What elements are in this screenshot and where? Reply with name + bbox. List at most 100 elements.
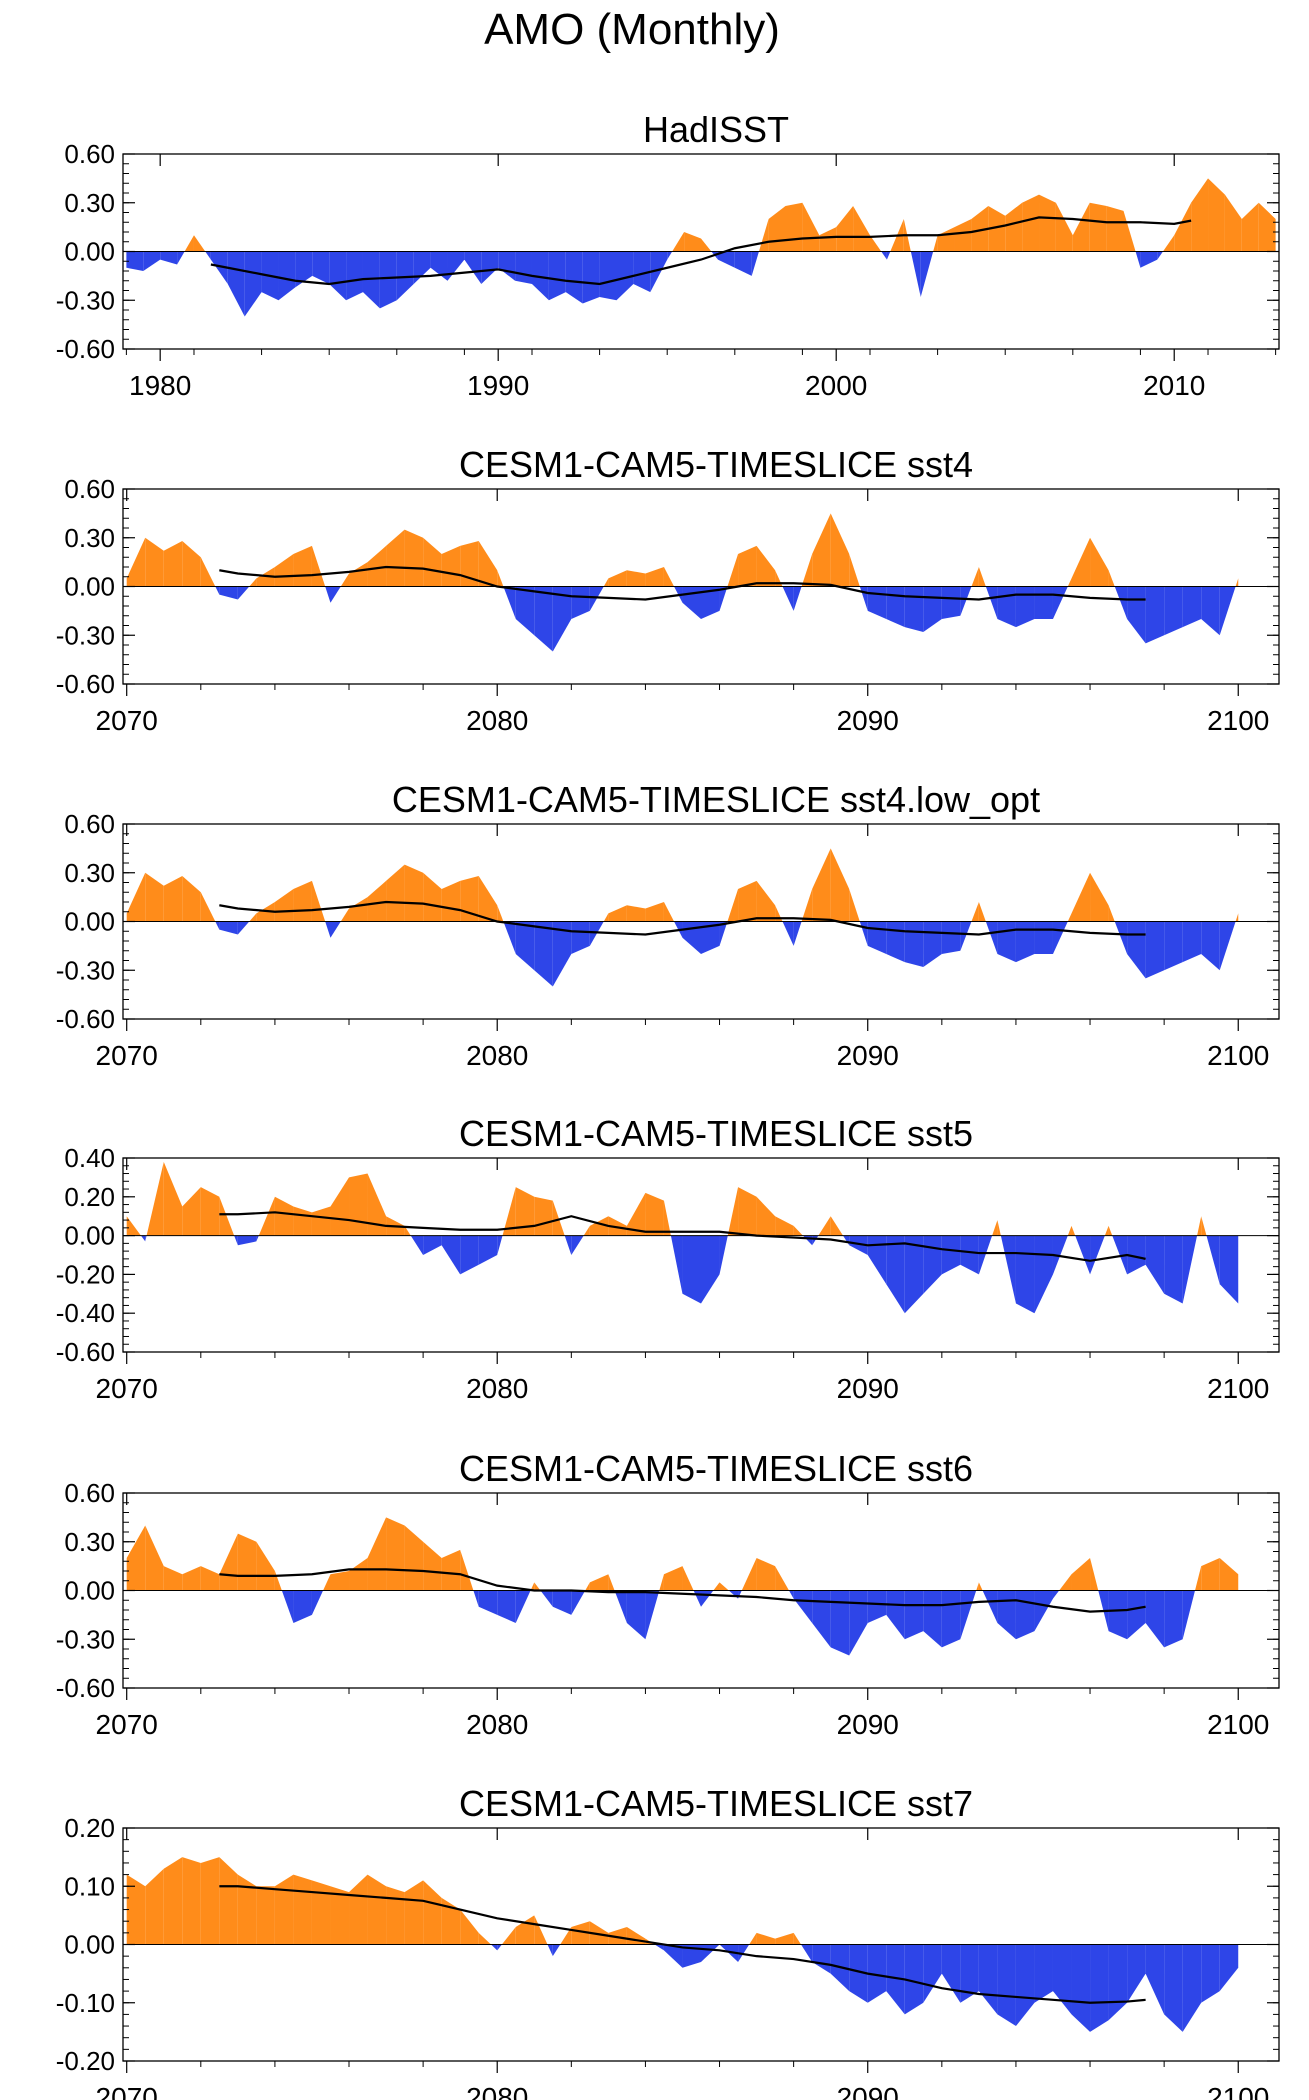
negative-area <box>849 1944 868 2003</box>
negative-area <box>126 251 144 271</box>
positive-area <box>386 1517 405 1591</box>
negative-area <box>782 921 794 946</box>
negative-area <box>497 1235 503 1255</box>
negative-area <box>1219 921 1236 971</box>
negative-area <box>1075 1235 1091 1275</box>
x-tick-label: 2000 <box>805 370 867 401</box>
positive-area <box>163 1161 183 1236</box>
positive-area <box>603 913 609 922</box>
x-tick-label: 2100 <box>1207 1040 1269 1071</box>
panel-title: CESM1-CAM5-TIMESLICE sst6 <box>459 1448 973 1489</box>
positive-area <box>1197 1216 1202 1236</box>
y-tick-label: 0.00 <box>64 237 115 267</box>
negative-area <box>782 586 794 611</box>
chart-panel: CESM1-CAM5-TIMESLICE sst7 0.20 0.10 0.00 -0.… <box>56 1783 1280 2100</box>
positive-area <box>727 554 739 587</box>
negative-area <box>515 586 535 636</box>
negative-area <box>682 586 701 619</box>
positive-area <box>1208 178 1225 252</box>
negative-area <box>552 1944 561 1957</box>
negative-area <box>534 586 553 652</box>
positive-area <box>423 537 442 587</box>
negative-area <box>234 1235 238 1246</box>
positive-area <box>560 1927 572 1945</box>
negative-area <box>219 586 238 600</box>
positive-area <box>978 902 986 922</box>
positive-area <box>274 1196 294 1236</box>
running-mean-line <box>210 216 1192 286</box>
negative-area <box>1135 251 1141 268</box>
positive-area <box>340 908 350 922</box>
negative-area <box>1127 921 1146 979</box>
negative-area <box>410 1235 424 1255</box>
negative-area <box>904 1590 924 1640</box>
negative-area <box>1145 1590 1165 1648</box>
negative-area <box>497 1590 516 1623</box>
negative-area <box>227 251 245 317</box>
y-tick-label: -0.10 <box>56 1988 115 2018</box>
positive-area <box>330 1177 350 1236</box>
positive-area <box>1090 872 1109 922</box>
positive-area <box>460 876 479 922</box>
negative-area <box>571 921 590 954</box>
positive-area <box>1106 206 1124 252</box>
negative-area <box>751 251 759 276</box>
positive-area <box>978 567 986 587</box>
positive-area <box>1108 1225 1113 1236</box>
positive-area <box>1108 570 1115 587</box>
positive-area <box>663 567 675 587</box>
chart-panel: CESM1-CAM5-TIMESLICE sst6 0.60 0.30 0.00 -0.… <box>56 1448 1280 1740</box>
positive-area <box>349 1874 368 1945</box>
negative-area <box>719 1944 739 1962</box>
negative-area <box>478 1590 498 1615</box>
negative-area <box>1145 1235 1165 1294</box>
negative-area <box>849 1590 868 1656</box>
y-tick-label: 0.00 <box>64 1576 115 1606</box>
positive-area <box>501 1927 516 1945</box>
negative-area <box>867 1235 887 1285</box>
negative-area <box>1206 1235 1220 1285</box>
positive-area <box>552 1200 565 1236</box>
positive-area <box>819 227 837 252</box>
x-tick-label: 1990 <box>467 370 529 401</box>
negative-area <box>552 1590 572 1615</box>
negative-area <box>626 1590 646 1640</box>
positive-area <box>182 876 201 922</box>
positive-area <box>145 537 164 587</box>
positive-area <box>626 1192 646 1236</box>
negative-area <box>978 1235 993 1275</box>
positive-area <box>849 554 860 587</box>
running-mean-line <box>219 565 1146 601</box>
negative-area <box>717 251 735 268</box>
positive-area <box>478 876 498 922</box>
negative-area <box>1090 1235 1105 1275</box>
positive-area <box>1089 202 1107 252</box>
y-tick-label: 0.20 <box>64 1182 115 1212</box>
positive-area <box>460 1909 479 1945</box>
positive-area <box>311 1206 331 1236</box>
positive-area <box>1162 235 1175 252</box>
negative-area <box>682 1235 701 1304</box>
negative-area <box>923 921 942 967</box>
positive-area <box>182 1187 201 1236</box>
positive-area <box>367 1874 387 1945</box>
positive-area <box>367 1173 387 1236</box>
y-tick-label: -0.20 <box>56 2046 115 2076</box>
negative-area <box>654 1944 664 1951</box>
positive-area <box>1039 194 1056 252</box>
positive-area <box>311 1880 331 1945</box>
negative-area <box>997 1944 1016 2027</box>
negative-area <box>693 1590 701 1607</box>
negative-area <box>237 921 250 935</box>
negative-area <box>923 1590 942 1648</box>
positive-area <box>830 848 850 922</box>
positive-area <box>404 1525 424 1591</box>
x-tick-label: 2100 <box>1207 1373 1269 1404</box>
negative-area <box>237 586 250 600</box>
negative-area <box>982 1590 998 1623</box>
positive-area <box>274 554 294 587</box>
negative-area <box>997 1590 1016 1640</box>
positive-area <box>193 235 206 252</box>
negative-area <box>793 1590 813 1623</box>
positive-area <box>126 1525 146 1591</box>
